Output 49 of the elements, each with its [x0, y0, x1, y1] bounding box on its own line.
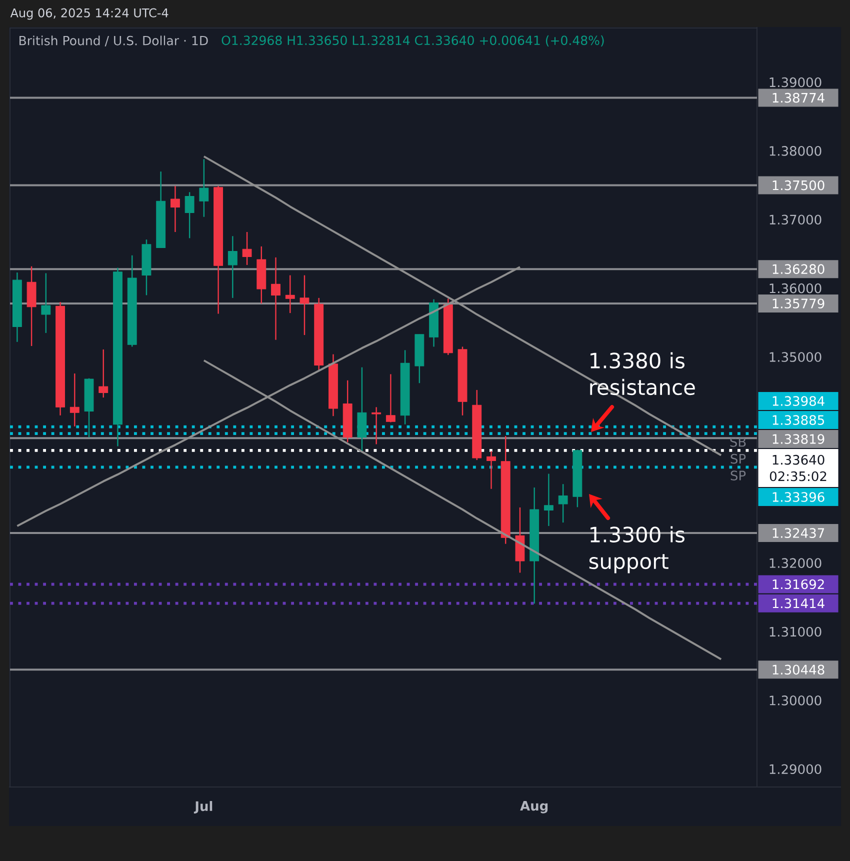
y-tick-label: 1.38000 [770, 146, 822, 156]
y-tick-label: 1.37000 [770, 214, 822, 225]
annotation: SP [730, 454, 746, 464]
candlestick [486, 450, 496, 490]
ref-line-label: 1.37500 [772, 180, 824, 190]
candlestick [558, 483, 568, 524]
text: 02:35:02 [770, 471, 826, 482]
candlestick [300, 274, 310, 336]
text: O1.32968 H1.33650 L1.32814 C1.33640 +0.00641 (+0.48%) [222, 35, 604, 47]
y-tick-label: 1.30000 [770, 696, 822, 706]
ref-line-label: 1.32437 [772, 528, 824, 538]
ref-line-label: 1.31692 [772, 579, 824, 590]
y-tick-label: 1.32000 [770, 558, 822, 568]
candlestick [199, 158, 209, 218]
y-tick-label: 1.39000 [770, 77, 822, 88]
candlestick [170, 185, 180, 233]
ref-line-label: 1.30448 [772, 664, 824, 675]
x-tick-label: Aug [520, 801, 548, 814]
candlestick [242, 231, 252, 266]
y-tick-label: 1.29000 [770, 764, 822, 774]
candlestick [386, 374, 396, 423]
candlestick [98, 348, 108, 398]
ref-line-label: 1.33640 [772, 454, 824, 465]
candlestick [372, 406, 382, 445]
candlestick [184, 192, 194, 239]
candlestick [228, 236, 238, 299]
annotation: SB [730, 437, 746, 447]
ref-line-label: 1.33885 [772, 415, 824, 425]
ref-line-label: 1.38774 [772, 92, 824, 103]
candlestick [285, 274, 295, 314]
y-tick-label: 1.31000 [770, 626, 822, 637]
candlestick [70, 372, 80, 427]
text: British Pound / U.S. Dollar · 1D [19, 36, 208, 46]
annotation: SP [730, 470, 746, 480]
annotation: 1.3300 is support [589, 526, 684, 574]
ref-line-label: 1.31414 [772, 598, 824, 608]
candlestick [41, 272, 51, 334]
candlestick [271, 256, 280, 340]
ref-line-label: 1.36280 [772, 264, 824, 274]
ref-line-label: 1.35779 [772, 298, 824, 308]
ref-line-label: 1.33819 [772, 434, 824, 444]
ref-line-label: 1.33396 [772, 492, 824, 502]
y-tick-label: 1.36000 [770, 283, 822, 294]
text: Aug 06, 2025 14:24 UTC-4 [10, 8, 168, 20]
candlestick [544, 473, 554, 527]
x-tick-label: Jul [194, 801, 212, 814]
y-tick-label: 1.35000 [770, 352, 822, 362]
annotation: 1.3380 is resistance [590, 352, 695, 396]
ref-line-label: 1.33984 [772, 396, 824, 406]
